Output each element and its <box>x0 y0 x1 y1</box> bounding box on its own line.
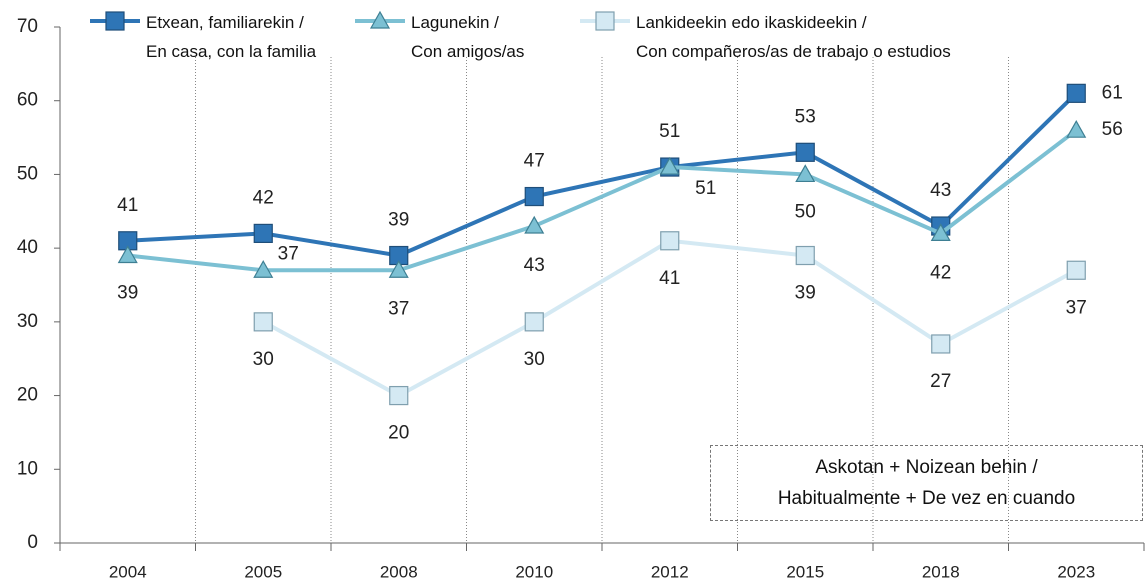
marker <box>524 312 544 332</box>
y-tick-label: 10 <box>17 458 38 479</box>
marker <box>253 260 274 278</box>
data-label: 37 <box>388 298 409 319</box>
marker <box>659 156 680 175</box>
x-tick-label: 2004 <box>109 562 147 581</box>
y-tick-label: 30 <box>17 311 38 332</box>
y-tick-label: 20 <box>17 385 38 406</box>
data-label: 37 <box>278 243 299 264</box>
x-tick-label: 2012 <box>651 562 689 581</box>
data-label: 37 <box>1066 297 1087 318</box>
x-tick-label: 2008 <box>380 562 418 581</box>
marker <box>795 164 816 183</box>
x-tick-label: 2010 <box>515 562 553 581</box>
y-tick-label: 50 <box>17 163 38 184</box>
marker <box>524 186 544 207</box>
marker <box>1066 260 1086 280</box>
data-label: 27 <box>930 371 951 392</box>
marker <box>389 385 409 406</box>
y-tick-label: 70 <box>17 16 38 37</box>
legend-entry: Etxean, familiarekin / En casa, con la f… <box>146 13 317 61</box>
data-label: 42 <box>930 262 951 283</box>
marker <box>595 11 615 31</box>
marker <box>388 260 409 278</box>
x-tick-label: 2015 <box>786 562 824 581</box>
y-tick-label: 0 <box>27 532 38 553</box>
data-label: 20 <box>388 423 409 444</box>
data-label: 42 <box>253 187 274 208</box>
marker <box>369 10 391 29</box>
marker <box>795 142 815 162</box>
data-label: 43 <box>930 180 951 201</box>
x-tick-label: 2005 <box>244 562 282 581</box>
marker <box>795 245 815 266</box>
series-line <box>262 238 1078 398</box>
marker <box>1066 83 1086 103</box>
marker <box>660 231 680 251</box>
data-label: 41 <box>117 195 138 216</box>
data-label: 39 <box>388 210 409 231</box>
x-tick-label: 2023 <box>1057 562 1095 581</box>
data-label: 53 <box>795 106 816 127</box>
marker <box>253 223 273 243</box>
data-label: 43 <box>524 255 545 276</box>
y-tick-label: 60 <box>17 90 38 111</box>
data-label: 41 <box>659 268 680 289</box>
legend-entry: Lagunekin / Con amigos/as <box>411 13 525 61</box>
data-label: 30 <box>253 349 274 370</box>
marker <box>931 334 951 354</box>
x-tick-label: 2018 <box>922 562 960 581</box>
legend-entry: Lankideekin edo ikaskideekin / Con compa… <box>636 13 951 61</box>
marker <box>117 245 138 264</box>
y-tick-label: 40 <box>17 237 38 258</box>
series-line <box>127 128 1078 273</box>
annotation: Askotan + Noizean behin / Habitualmente … <box>710 445 1143 521</box>
data-label: 39 <box>117 283 138 304</box>
marker <box>105 11 125 31</box>
data-label: 47 <box>524 151 545 172</box>
data-label: 51 <box>695 178 716 199</box>
data-label: 56 <box>1102 119 1123 140</box>
data-label: 51 <box>659 121 680 142</box>
marker <box>524 215 545 234</box>
marker <box>253 312 273 332</box>
data-label: 30 <box>524 349 545 370</box>
marker <box>1066 119 1087 138</box>
data-label: 61 <box>1102 82 1123 103</box>
data-label: 50 <box>795 201 816 222</box>
series-line <box>127 91 1078 258</box>
marker <box>930 223 951 241</box>
data-label: 39 <box>795 283 816 304</box>
